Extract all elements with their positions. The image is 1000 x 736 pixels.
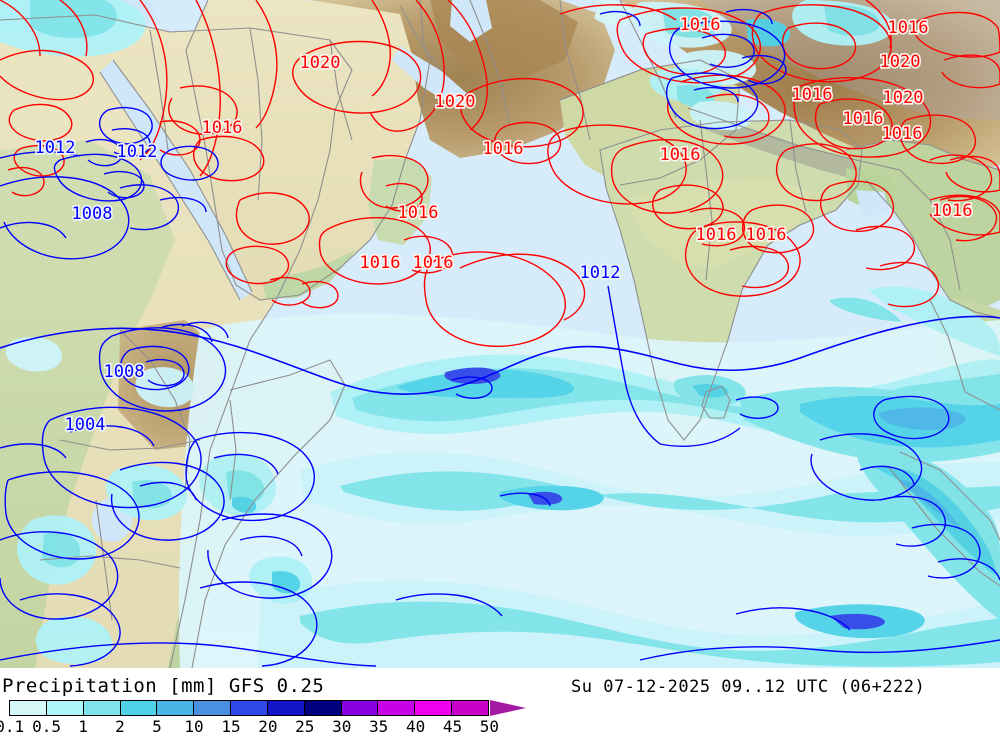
isobar-label-1012-23: 1012 (580, 263, 621, 283)
land-arabian-peninsula (186, 0, 430, 300)
legend-tick-labels: 0.1 0.5 1 2 5 10 15 20 25 30 35 40 45 50 (0, 717, 529, 736)
isobar-label-1020-12: 1020 (880, 52, 921, 72)
isobar-label-1016-15: 1016 (843, 109, 884, 129)
product-title: Precipitation [mm] GFS 0.25 (2, 675, 325, 697)
legend-tick-15: 15 (221, 717, 241, 736)
legend: 0.1 0.5 1 2 5 10 15 20 25 30 35 40 45 50 (0, 700, 529, 736)
legend-bin-4 (157, 701, 195, 715)
isobar-label-1016-16: 1016 (882, 124, 923, 144)
legend-bin-10 (378, 701, 416, 715)
legend-bin-11 (415, 701, 453, 715)
legend-overflow-arrow (490, 700, 526, 716)
legend-tick-20: 20 (258, 717, 278, 736)
isobar-label-1016-11: 1016 (888, 18, 929, 38)
isobar-label-1016-7: 1016 (660, 145, 701, 165)
isobar-label-1008-20: 1008 (72, 204, 113, 224)
isobar-label-1016-10: 1016 (680, 15, 721, 35)
isobar-label-1016-17: 1016 (932, 201, 973, 221)
isobar-label-1012-19: 1012 (117, 142, 158, 162)
legend-bin-2 (83, 701, 121, 715)
precip-sumatra-band (857, 449, 1000, 620)
isobar-label-1004-22: 1004 (65, 415, 106, 435)
legend-tick-40: 40 (405, 717, 426, 736)
run-timestamp: Su 07-12-2025 09..12 UTC (06+222) (571, 677, 926, 697)
precip-cell-c-core (830, 613, 885, 630)
legend-bin-5 (194, 701, 232, 715)
isobar-label-1020-0: 1020 (300, 53, 341, 73)
legend-tick-30: 30 (332, 717, 352, 736)
legend-tick-50: 50 (479, 717, 500, 736)
isobars-low (0, 8, 1000, 667)
gfs-precipitation-map[interactable]: 1020 1016 1020 1016 1016 1016 1016 1016 1016 1016… (0, 0, 1000, 668)
legend-bin-8 (304, 701, 342, 715)
water-caspian-sea (450, 0, 492, 42)
precip-sumatra-heavy (900, 480, 962, 530)
isobar-label-1016-8: 1016 (696, 225, 737, 245)
legend-tick-1: 1 (78, 717, 88, 736)
isobars-high (0, 0, 1000, 347)
legend-tick-10: 10 (184, 717, 204, 736)
precipitation-field (0, 0, 1000, 668)
isobar-label-1016-9: 1016 (746, 225, 787, 245)
legend-bin-9 (341, 701, 379, 715)
isobar-label-1016-13: 1016 (792, 85, 833, 105)
isobar-label-1008-21: 1008 (104, 362, 145, 382)
precip-band-south-1-core (340, 471, 1000, 523)
precip-cluster-east-heavy (879, 407, 966, 430)
legend-tick-25: 25 (295, 717, 315, 736)
precip-andaman (868, 286, 1000, 356)
legend-bin-0 (10, 701, 47, 715)
legend-tick-0.1: 0.1 (0, 717, 25, 736)
legend-colour-bar (9, 700, 489, 716)
precip-sumatra-core (876, 467, 996, 576)
isobar-label-1020-14: 1020 (883, 88, 924, 108)
water-persian-gulf (392, 46, 470, 110)
isobar-label-1016-1: 1016 (202, 118, 243, 138)
legend-tick-5: 5 (152, 717, 162, 736)
isobar-label-1016-6: 1016 (413, 253, 454, 273)
land-yemen-green (262, 232, 372, 298)
isobar-label-1016-3: 1016 (483, 139, 524, 159)
map-footer: Precipitation [mm] GFS 0.25 Su 07-12-202… (0, 668, 1000, 736)
legend-bin-1 (46, 701, 84, 715)
legend-tick-35: 35 (369, 717, 389, 736)
legend-bin-6 (231, 701, 268, 715)
water-red-sea (100, 60, 252, 300)
legend-tick-0.5: 0.5 (32, 717, 62, 736)
legend-bin-12 (452, 701, 488, 715)
precip-mediterranean-core (30, 0, 118, 39)
legend-bin-7 (267, 701, 305, 715)
isobar-label-1016-4: 1016 (398, 203, 439, 223)
legend-tick-45: 45 (442, 717, 463, 736)
precip-east-africa (5, 337, 312, 665)
legend-tick-2: 2 (115, 717, 125, 736)
precip-andaman-core (830, 297, 902, 322)
isobar-label-1016-5: 1016 (360, 253, 401, 273)
land-oman-green (368, 158, 432, 245)
isobar-label-1020-2: 1020 (435, 92, 476, 112)
isobar-label-1012-18: 1012 (35, 138, 76, 158)
legend-bin-3 (120, 701, 158, 715)
